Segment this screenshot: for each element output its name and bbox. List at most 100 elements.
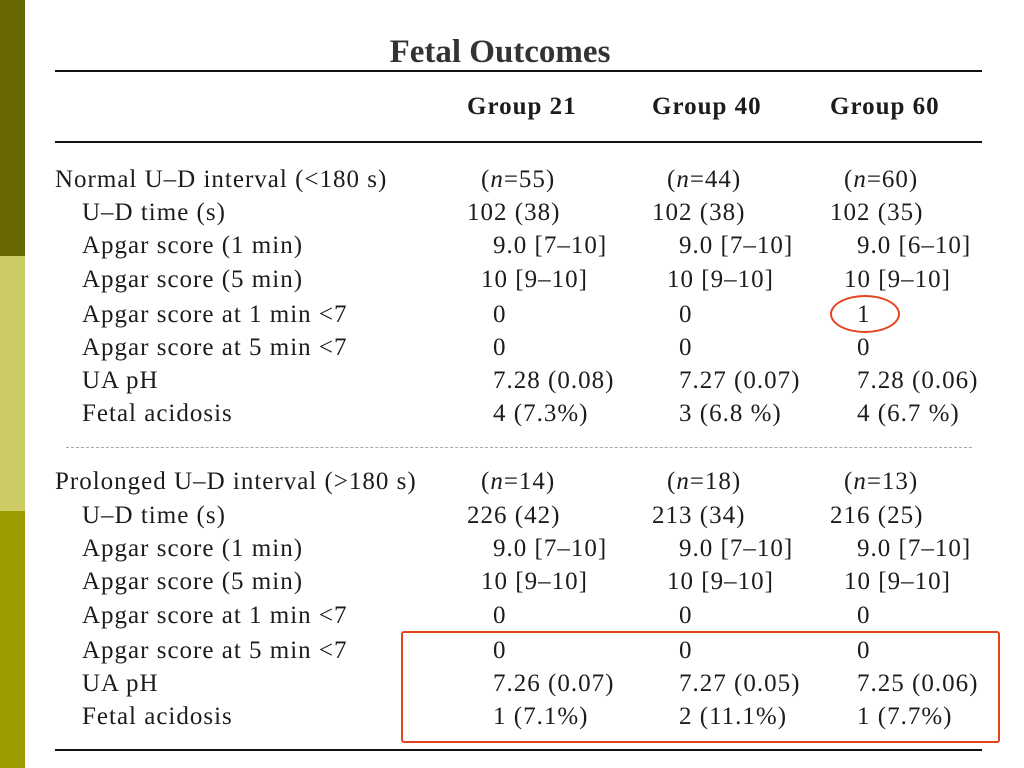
section-label: Prolonged U–D interval (>180 s) [55,468,417,495]
section-divider [66,447,972,448]
sample-size-variable: n [853,468,867,495]
group-21-value: 9.0 [7–10] [493,535,608,562]
group-21-value: 102 (38) [467,199,561,226]
sample-size-open: ( [667,166,677,193]
group-40-value: 2 (11.1%) [679,703,788,730]
group-60-value: 1 (7.7%) [857,703,953,730]
group-40-value: 9.0 [7–10] [679,232,794,259]
row-label: Apgar score (5 min) [82,266,304,293]
group-21-value: 0 [493,637,507,664]
group-40-value: 7.27 (0.07) [679,367,801,394]
sample-size-value: =13) [866,468,919,495]
group-40-value: 10 [9–10] [667,568,774,595]
group-21-value: 0 [493,334,507,361]
row-label: Apgar score at 5 min <7 [82,637,348,664]
group-40-value: 0 [679,334,693,361]
sample-size: (n=55) [481,165,555,195]
table-row: U–D time (s) 226 (42) 213 (34) 216 (25) [0,501,1024,531]
table-header: Group 21 Group 40 Group 60 [0,92,1024,122]
table-row: Fetal acidosis 4 (7.3%) 3 (6.8 %) 4 (6.7… [0,399,1024,429]
group-60-value: 216 (25) [830,502,924,529]
group-21-value: 7.28 (0.08) [493,367,615,394]
group-60-value: 0 [857,334,871,361]
sample-size-open: ( [481,166,491,193]
group-60-value: 0 [857,637,871,664]
table-row: U–D time (s) 102 (38) 102 (38) 102 (35) [0,198,1024,228]
row-label: U–D time (s) [82,502,226,529]
table-row: Fetal acidosis 1 (7.1%) 2 (11.1%) 1 (7.7… [0,702,1024,732]
table-row: Apgar score (5 min) 10 [9–10] 10 [9–10] … [0,567,1024,597]
row-label: Apgar score at 5 min <7 [82,334,348,361]
row-label: U–D time (s) [82,199,226,226]
row-label: Apgar score (5 min) [82,568,304,595]
section-label: Normal U–D interval (<180 s) [55,166,388,193]
sample-size-value: =60) [866,166,919,193]
slide-title: Fetal Outcomes [389,34,611,70]
column-header-group-60: Group 60 [830,93,940,120]
table-row: UA pH 7.28 (0.08) 7.27 (0.07) 7.28 (0.06… [0,366,1024,396]
table-top-rule [55,70,982,72]
group-60-value: 10 [9–10] [844,568,951,595]
sample-size-value: =14) [503,468,556,495]
group-40-value: 9.0 [7–10] [679,535,794,562]
table-row: Apgar score (1 min) 9.0 [7–10] 9.0 [7–10… [0,231,1024,261]
column-header-group-40: Group 40 [652,93,762,120]
group-60-value: 10 [9–10] [844,266,951,293]
column-header-group-21: Group 21 [467,93,577,120]
row-label: UA pH [82,367,159,394]
sample-size-variable: n [490,468,504,495]
sample-size-variable: n [676,468,690,495]
table-row: Apgar score at 5 min <7 0 0 0 [0,333,1024,363]
group-21-value: 7.26 (0.07) [493,670,615,697]
group-40-value: 213 (34) [652,502,746,529]
highlight-box [401,631,1000,743]
row-label: Fetal acidosis [82,400,233,427]
table-bottom-rule [55,749,982,751]
sidebar-band-bottom [0,511,25,768]
sample-size: (n=18) [667,467,741,497]
table-header-rule [55,141,982,143]
row-label: Apgar score (1 min) [82,535,304,562]
group-60-value: 9.0 [6–10] [857,232,972,259]
sample-size-open: ( [844,468,854,495]
row-label: Apgar score (1 min) [82,232,304,259]
group-21-value: 226 (42) [467,502,561,529]
sample-size-value: =55) [503,166,556,193]
group-21-value: 10 [9–10] [481,266,588,293]
group-40-value: 0 [679,301,693,328]
sample-size: (n=13) [844,467,918,497]
group-40-value: 7.27 (0.05) [679,670,801,697]
row-label: Apgar score at 1 min <7 [82,301,348,328]
sample-size-variable: n [676,166,690,193]
group-60-value: 9.0 [7–10] [857,535,972,562]
group-40-value: 0 [679,602,693,629]
group-60-value: 4 (6.7 %) [857,400,960,427]
highlight-circle [830,295,900,333]
group-40-value: 3 (6.8 %) [679,400,782,427]
sample-size: (n=44) [667,165,741,195]
section-header-row: Normal U–D interval (<180 s) (n=55) (n=4… [0,165,1024,195]
table-row: Apgar score at 1 min <7 0 0 1 [0,300,1024,330]
table-row: Apgar score (5 min) 10 [9–10] 10 [9–10] … [0,265,1024,295]
group-60-value: 7.25 (0.06) [857,670,979,697]
section-header-row: Prolonged U–D interval (>180 s) (n=14) (… [0,467,1024,497]
group-21-value: 4 (7.3%) [493,400,589,427]
row-label: Apgar score at 1 min <7 [82,602,348,629]
group-21-value: 0 [493,602,507,629]
row-label: Fetal acidosis [82,703,233,730]
sample-size-open: ( [481,468,491,495]
table-row: Apgar score (1 min) 9.0 [7–10] 9.0 [7–10… [0,534,1024,564]
sample-size: (n=60) [844,165,918,195]
sample-size-open: ( [844,166,854,193]
group-40-value: 0 [679,637,693,664]
sidebar-band-middle [0,256,25,511]
table-row: UA pH 7.26 (0.07) 7.27 (0.05) 7.25 (0.06… [0,669,1024,699]
sample-size-value: =18) [689,468,742,495]
group-60-value: 0 [857,602,871,629]
group-21-value: 1 (7.1%) [493,703,589,730]
sample-size-open: ( [667,468,677,495]
group-21-value: 0 [493,301,507,328]
sidebar-band-top [0,0,25,256]
group-60-value: 7.28 (0.06) [857,367,979,394]
sample-size-variable: n [853,166,867,193]
